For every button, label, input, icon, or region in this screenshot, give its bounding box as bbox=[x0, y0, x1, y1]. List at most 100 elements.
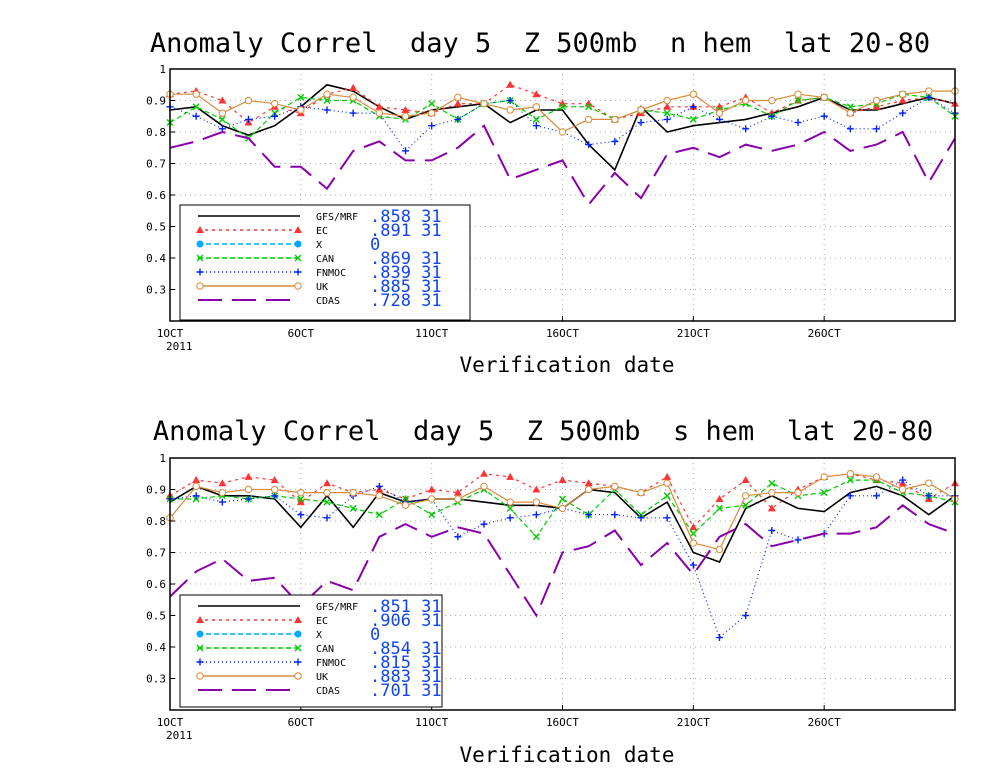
data-point-uk bbox=[611, 115, 619, 124]
data-point-can bbox=[375, 511, 383, 519]
data-point-ec bbox=[506, 80, 515, 88]
data-point-uk bbox=[244, 96, 253, 105]
data-point-ec bbox=[689, 523, 698, 531]
data-point-uk bbox=[558, 128, 567, 136]
data-point-fnmoc bbox=[925, 492, 933, 500]
data-point-uk bbox=[715, 109, 724, 117]
data-point-ec bbox=[375, 102, 384, 110]
legend: GFS/MRF .851 31 EC .906 31 X 0 CAN .854 31 FNMOC… bbox=[179, 594, 443, 708]
y-tick-label: 0.8 bbox=[146, 126, 166, 139]
y-tick-label: 0.9 bbox=[146, 484, 166, 497]
legend-marker-can bbox=[294, 644, 302, 652]
data-point-can bbox=[716, 504, 723, 512]
data-point-uk bbox=[715, 545, 724, 554]
data-point-ec bbox=[349, 83, 358, 91]
data-point-fnmoc bbox=[585, 141, 593, 149]
data-point-uk bbox=[532, 498, 541, 506]
y-tick-label: 0.5 bbox=[146, 221, 166, 234]
data-point-ec bbox=[192, 476, 201, 484]
data-point-uk bbox=[663, 96, 671, 105]
legend-name-ec: EC bbox=[316, 616, 328, 627]
data-point-fnmoc bbox=[480, 520, 488, 528]
data-point-fnmoc bbox=[768, 112, 776, 120]
data-point-uk bbox=[401, 501, 410, 509]
data-point-can bbox=[663, 492, 671, 500]
x-tick-label: 26OCT bbox=[808, 327, 841, 340]
data-point-ec bbox=[480, 469, 488, 477]
x-tick-label: 21OCT bbox=[677, 716, 710, 729]
data-point-fnmoc bbox=[271, 112, 279, 120]
data-point-fnmoc bbox=[873, 125, 880, 133]
data-point-uk bbox=[741, 96, 750, 105]
data-point-fnmoc bbox=[375, 482, 383, 490]
legend-marker-fnmoc bbox=[294, 658, 302, 666]
x-axis-label: Verification date bbox=[460, 353, 675, 377]
data-point-can bbox=[349, 504, 357, 512]
data-point-uk bbox=[794, 488, 802, 497]
data-point-fnmoc bbox=[271, 492, 279, 500]
legend-stat-uk: .885 31 bbox=[370, 277, 442, 297]
y-tick-label: 0.3 bbox=[146, 284, 166, 297]
data-point-fnmoc bbox=[846, 125, 854, 133]
data-point-can bbox=[559, 103, 566, 111]
series-line-cdas bbox=[169, 504, 956, 618]
data-point-ec bbox=[741, 476, 750, 484]
y-tick-label: 0.3 bbox=[146, 673, 166, 686]
data-point-uk bbox=[375, 109, 384, 117]
data-point-uk bbox=[532, 103, 541, 111]
data-point-fnmoc bbox=[218, 498, 226, 506]
legend-marker-uk bbox=[196, 282, 204, 290]
series-cdas bbox=[169, 504, 956, 618]
legend-marker-x bbox=[196, 630, 204, 638]
x-tick-label: 21OCT bbox=[677, 327, 710, 340]
legend-name-can: CAN bbox=[316, 254, 334, 265]
data-point-can bbox=[794, 97, 802, 104]
x-tick-year-label: 2011 bbox=[166, 340, 193, 353]
legend-name-fnmoc: FNMOC bbox=[316, 658, 346, 669]
x-tick-year-label: 2011 bbox=[166, 729, 193, 742]
chart-title: Anomaly Correl day 5 Z 500mb n hem lat 2… bbox=[150, 28, 930, 59]
data-point-fnmoc bbox=[323, 514, 331, 522]
legend-marker-can bbox=[196, 254, 204, 262]
series-layer bbox=[166, 469, 959, 642]
data-point-fnmoc bbox=[794, 536, 802, 544]
data-point-uk bbox=[898, 485, 907, 494]
y-tick-label: 0.7 bbox=[146, 547, 166, 560]
legend-stat-cdas: .728 31 bbox=[370, 291, 442, 311]
legend-name-uk: UK bbox=[316, 282, 328, 293]
data-point-can bbox=[506, 504, 514, 512]
data-point-ec bbox=[270, 476, 279, 484]
data-point-ec bbox=[323, 479, 331, 487]
legend-marker-uk bbox=[196, 672, 204, 680]
data-point-can bbox=[846, 103, 854, 111]
chart-panel-shem: Anomaly Correl day 5 Z 500mb s hem lat 2… bbox=[146, 416, 959, 767]
y-tick-label: 0.4 bbox=[146, 252, 166, 265]
series-uk bbox=[166, 470, 959, 554]
data-point-fnmoc bbox=[663, 514, 671, 522]
data-point-uk bbox=[192, 482, 200, 491]
data-point-fnmoc bbox=[663, 115, 671, 123]
data-point-fnmoc bbox=[245, 495, 252, 503]
data-point-fnmoc bbox=[506, 97, 514, 104]
data-point-can bbox=[297, 495, 305, 503]
chart-panel-nhem: Anomaly Correl day 5 Z 500mb n hem lat 2… bbox=[146, 28, 959, 377]
data-point-fnmoc bbox=[192, 112, 200, 120]
y-tick-label: 0.5 bbox=[146, 610, 166, 623]
legend-stat-fnmoc: .839 31 bbox=[370, 263, 442, 283]
y-tick-label: 1 bbox=[159, 63, 166, 76]
series-fnmoc bbox=[166, 476, 959, 642]
data-point-can bbox=[820, 489, 828, 497]
data-point-ec bbox=[663, 102, 672, 110]
legend-name-gfs: GFS/MRF bbox=[316, 602, 358, 613]
data-point-uk bbox=[323, 488, 331, 497]
data-point-fnmoc bbox=[245, 115, 252, 123]
legend-marker-uk bbox=[294, 672, 302, 680]
data-point-uk bbox=[506, 106, 514, 114]
data-point-fnmoc bbox=[820, 112, 828, 120]
data-point-uk bbox=[925, 479, 933, 487]
legend-marker-x bbox=[196, 240, 204, 248]
data-point-fnmoc bbox=[402, 147, 409, 155]
